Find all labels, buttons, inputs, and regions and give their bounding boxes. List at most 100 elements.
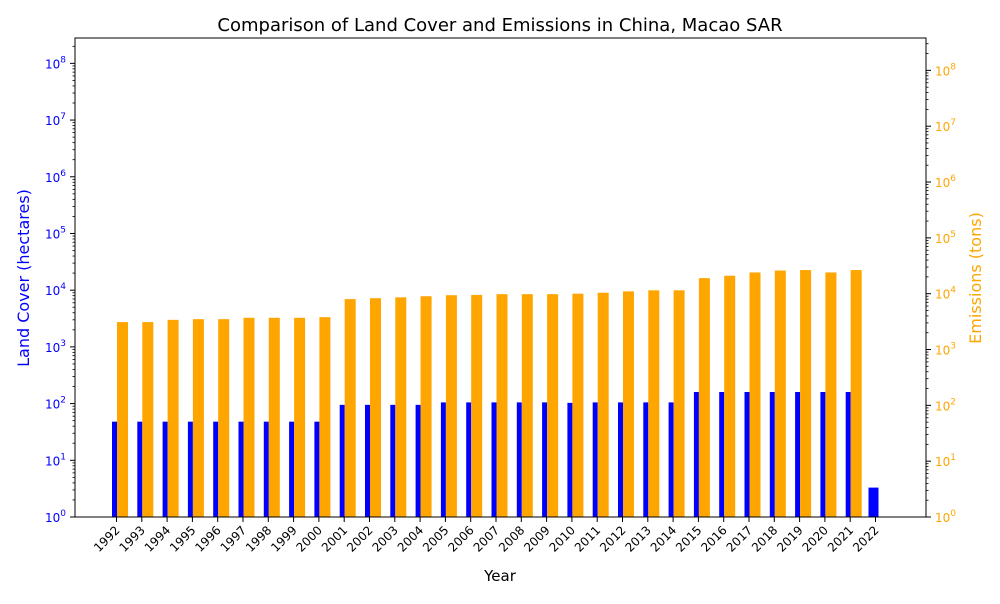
x-tick-label: 2001 (319, 523, 350, 554)
land-cover-bar (137, 421, 143, 517)
emissions-bar (395, 297, 407, 517)
emissions-bar (749, 272, 761, 517)
x-tick-label: 2002 (344, 523, 375, 554)
emissions-bar (800, 270, 812, 517)
left-tick-label: 106 (45, 169, 66, 185)
emissions-bar (496, 294, 508, 517)
plot-frame (74, 37, 927, 518)
land-cover-bar (187, 421, 193, 517)
land-cover-bar (238, 421, 244, 517)
emissions-bar (167, 319, 179, 517)
emissions-bar (597, 292, 609, 517)
right-tick-label: 101 (935, 453, 956, 469)
right-tick-label: 106 (935, 174, 956, 190)
land-cover-bar (415, 404, 421, 517)
emissions-bar (319, 317, 331, 517)
left-tick-label: 103 (45, 339, 66, 355)
land-cover-bar (618, 402, 623, 517)
land-cover-bar (868, 487, 879, 517)
x-tick-label: 2006 (445, 523, 476, 554)
land-cover-bar (314, 421, 320, 517)
emissions-bar (572, 293, 584, 517)
emissions-bar (370, 298, 381, 517)
chart-title: Comparison of Land Cover and Emissions i… (217, 15, 782, 36)
left-tick-label: 104 (45, 282, 66, 298)
emissions-bar (850, 270, 862, 517)
x-tick-label: 2011 (572, 523, 603, 554)
emissions-bar (218, 319, 230, 517)
right-y-axis-label: Emissions (tons) (966, 212, 985, 344)
x-tick-label: 1994 (142, 523, 173, 554)
x-tick-label: 2017 (724, 523, 755, 554)
emissions-bar (294, 317, 306, 517)
left-y-axis-label: Land Cover (hectares) (14, 189, 33, 367)
x-tick-label: 2012 (597, 523, 628, 554)
left-tick-label: 107 (45, 112, 66, 128)
land-cover-bar (820, 392, 826, 517)
land-cover-bar (693, 392, 699, 517)
x-tick-label: 2021 (825, 523, 856, 554)
land-cover-bar (643, 402, 649, 517)
x-tick-label: 2015 (673, 523, 704, 554)
land-cover-bar (795, 392, 801, 517)
x-tick-label: 2000 (294, 523, 325, 554)
x-tick-label: 1995 (167, 523, 198, 554)
land-cover-bar (390, 404, 396, 517)
emissions-bar (521, 294, 533, 517)
right-tick-label: 103 (935, 342, 956, 358)
land-cover-bar (542, 402, 548, 517)
land-cover-bar (845, 392, 851, 517)
x-tick-label: 1999 (268, 523, 299, 554)
emissions-bar (673, 290, 685, 517)
x-tick-label: 2016 (698, 523, 729, 554)
land-cover-bar (719, 392, 725, 517)
right-tick-label: 107 (935, 118, 956, 134)
x-tick-label: 2020 (800, 523, 831, 554)
x-tick-label: 2003 (369, 523, 400, 554)
right-tick-label: 108 (935, 62, 956, 78)
land-cover-bar (668, 402, 674, 517)
emissions-bar (142, 322, 154, 517)
emissions-bar (243, 317, 255, 517)
land-cover-bar (567, 402, 573, 517)
emissions-bar (774, 270, 786, 517)
land-cover-bar (491, 402, 497, 517)
x-tick-label: 2009 (521, 523, 552, 554)
x-tick-label: 2014 (648, 523, 679, 554)
x-tick-label: 2005 (420, 523, 451, 554)
x-axis-label: Year (483, 567, 517, 585)
left-tick-label: 102 (45, 396, 66, 412)
left-tick-label: 100 (45, 509, 66, 525)
x-tick-label: 1996 (192, 523, 223, 554)
right-tick-label: 105 (935, 230, 956, 246)
land-cover-bar (516, 402, 522, 517)
land-cover-bar (289, 421, 295, 517)
emissions-bar (724, 275, 736, 517)
land-cover-bar (440, 402, 446, 517)
emissions-bar (648, 290, 660, 517)
land-cover-bar (365, 404, 370, 517)
emissions-bar (825, 272, 837, 517)
x-tick-label: 1992 (91, 523, 122, 554)
land-cover-bar (592, 402, 598, 517)
x-tick-label: 1998 (243, 523, 274, 554)
x-tick-label: 2008 (496, 523, 527, 554)
emissions-bar (471, 294, 483, 517)
land-cover-bar (213, 421, 219, 517)
x-tick-label: 2018 (749, 523, 780, 554)
x-tick-label: 2022 (850, 523, 881, 554)
land-cover-bar (339, 404, 345, 517)
right-tick-label: 100 (935, 509, 956, 525)
x-tick-label: 1993 (116, 523, 147, 554)
emissions-bar (117, 322, 128, 517)
x-tick-label: 2004 (395, 523, 426, 554)
land-cover-bar (112, 421, 117, 517)
emissions-bar (445, 295, 457, 517)
land-cover-bar (769, 392, 775, 517)
left-tick-label: 101 (45, 452, 66, 468)
land-cover-bar (744, 392, 750, 517)
emissions-bar (192, 319, 204, 517)
left-tick-label: 108 (45, 55, 66, 71)
